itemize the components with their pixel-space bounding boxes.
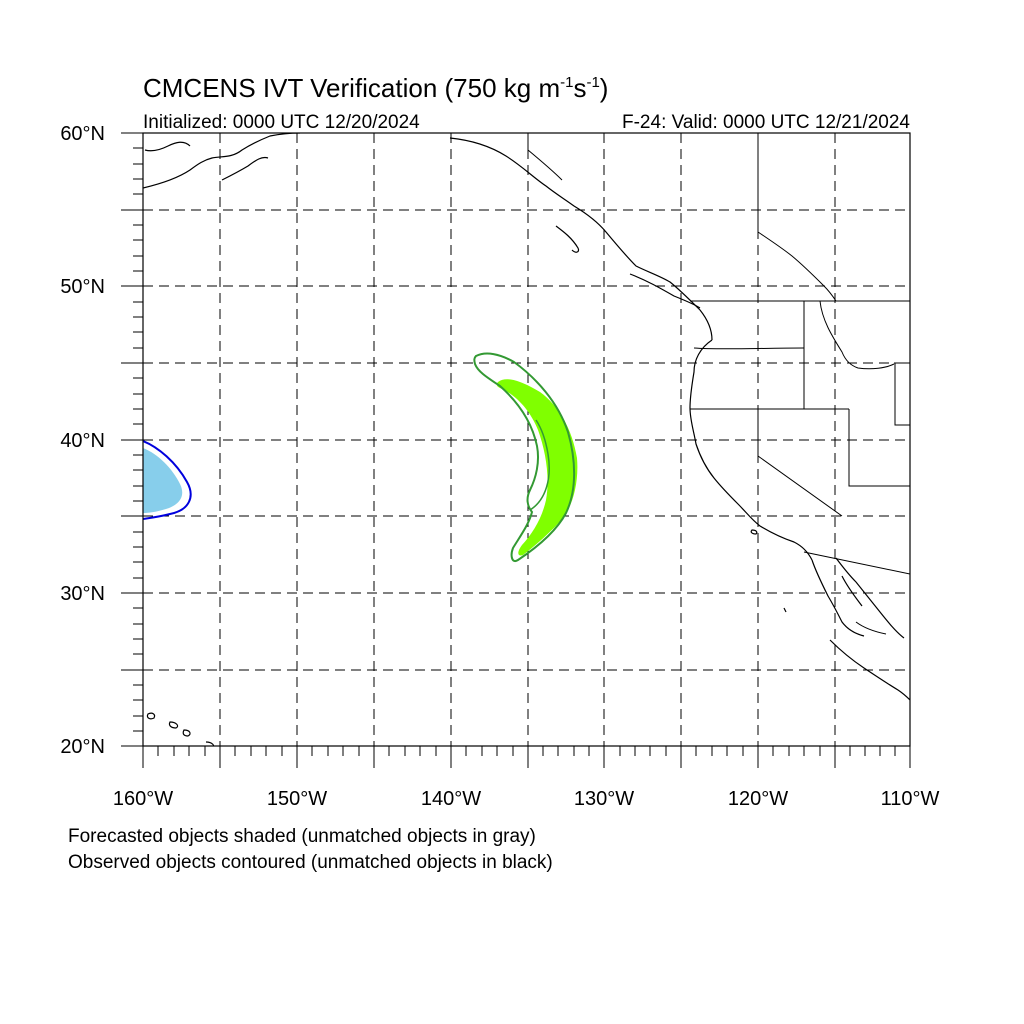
lat-label-50n: 50°N (60, 276, 105, 298)
axis-ticks (121, 132, 911, 768)
figure-title: CMCENS IVT Verification (750 kg m-1s-1) (143, 73, 608, 103)
lon-label-140w: 140°W (421, 788, 481, 810)
lat-lon-grid (143, 133, 910, 746)
lon-label-110w: 110°W (881, 788, 940, 810)
lon-label-130w: 130°W (574, 788, 634, 810)
observed-object-central (473, 352, 576, 562)
observed-object-central-inner (529, 419, 550, 511)
lat-label-60n: 60°N (60, 123, 105, 145)
forecast-object-west (143, 448, 183, 513)
observed-note: Observed objects contoured (unmatched ob… (68, 852, 553, 873)
initialized-label: Initialized: 0000 UTC 12/20/2024 (143, 112, 420, 133)
lat-label-20n: 20°N (60, 736, 105, 758)
forecast-object-central (496, 379, 578, 556)
valid-time-label: F-24: Valid: 0000 UTC 12/21/2024 (622, 112, 910, 133)
lat-label-40n: 40°N (60, 430, 105, 452)
political-boundaries (527, 133, 910, 635)
lon-label-120w: 120°W (728, 788, 788, 810)
lon-label-150w: 150°W (267, 788, 327, 810)
lon-label-160w: 160°W (113, 788, 173, 810)
observed-object-west (143, 440, 192, 520)
lat-label-30n: 30°N (60, 583, 105, 605)
forecast-note: Forecasted objects shaded (unmatched obj… (68, 826, 536, 847)
